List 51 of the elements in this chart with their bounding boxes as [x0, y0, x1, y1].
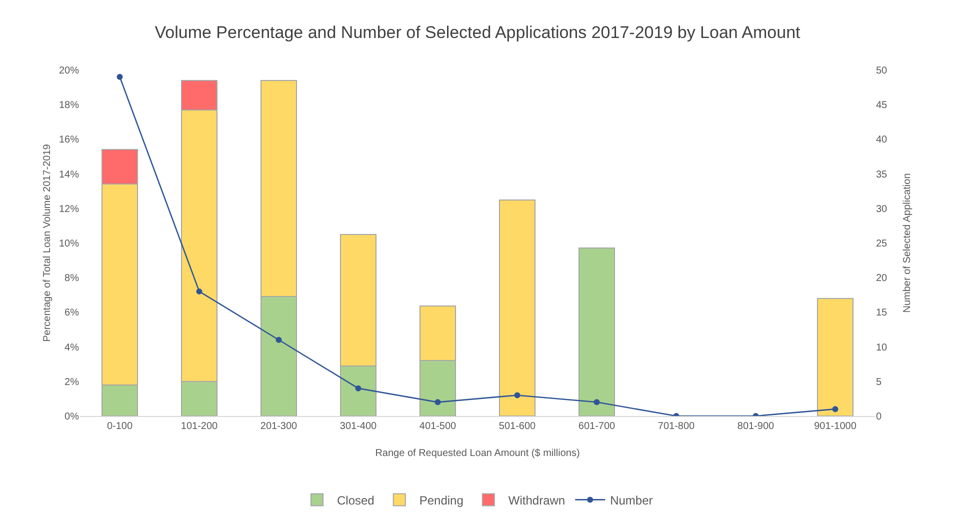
y2-axis-title: Number of Selected Application [902, 173, 913, 313]
y-tick-label: 20% [58, 66, 80, 76]
chart-title: Volume Percentage and Number of Selected Applications 2017-2019 by Loan Amount [154, 23, 801, 42]
y-tick-label: 18% [58, 100, 80, 112]
x-tick-label: 201-300 [260, 421, 298, 432]
y-tick-label: 2% [64, 376, 80, 388]
point [116, 74, 123, 80]
bar [578, 248, 616, 416]
point [355, 385, 362, 392]
x-tick-label: 801-900 [737, 421, 775, 432]
bar [816, 298, 854, 416]
y-tick-label: 0% [64, 412, 80, 422]
y2-tick-label: 25 [876, 238, 888, 250]
legend-label: Withdrawn [508, 493, 566, 508]
y2-tick-label: 40 [876, 134, 888, 146]
bar [498, 199, 536, 416]
legend-label: Pending [419, 493, 464, 508]
y-tick-label: 14% [58, 169, 80, 180]
y-tick-label: 4% [64, 342, 80, 354]
y-tick-label: 12% [58, 204, 80, 215]
x-tick-label: 101-200 [180, 421, 218, 432]
point [434, 399, 441, 406]
x-tick-label: 401-500 [419, 421, 457, 432]
x-tick-label: 701-800 [658, 421, 696, 432]
legend-label: Closed [337, 493, 374, 508]
y-tick-label: 6% [64, 308, 80, 319]
legend-label: Number [610, 493, 653, 508]
x-tick-label: 0-100 [106, 421, 133, 432]
y2-tick-label: 30 [876, 204, 888, 215]
point [594, 399, 600, 406]
x-tick-label: 901-1000 [814, 421, 857, 432]
y2-tick-label: 35 [876, 169, 888, 180]
y2-tick-label: 20 [876, 273, 888, 284]
x-tick-label: 601-700 [578, 421, 616, 432]
y-axis-title: Percentage of Total Loan Volume 2017-2019 [42, 144, 53, 342]
y-tick-label: 16% [58, 134, 80, 146]
y2-tick-label: 0 [876, 412, 882, 422]
y2-tick-label: 10 [876, 342, 888, 354]
y2-tick-label: 15 [876, 308, 888, 319]
y-tick-label: 10% [58, 238, 80, 250]
y2-tick-label: 5 [876, 376, 882, 388]
x-axis-title: Range of Requested Loan Amount ($ millions) [375, 448, 580, 459]
point [832, 406, 838, 412]
y2-tick-label: 45 [876, 100, 888, 112]
y2-tick-label: 50 [876, 66, 888, 76]
point [196, 288, 202, 294]
point [276, 336, 282, 343]
x-tick-label: 301-400 [340, 421, 378, 432]
point [514, 392, 520, 398]
x-tick-label: 501-600 [498, 421, 536, 432]
y-tick-label: 8% [64, 273, 80, 284]
